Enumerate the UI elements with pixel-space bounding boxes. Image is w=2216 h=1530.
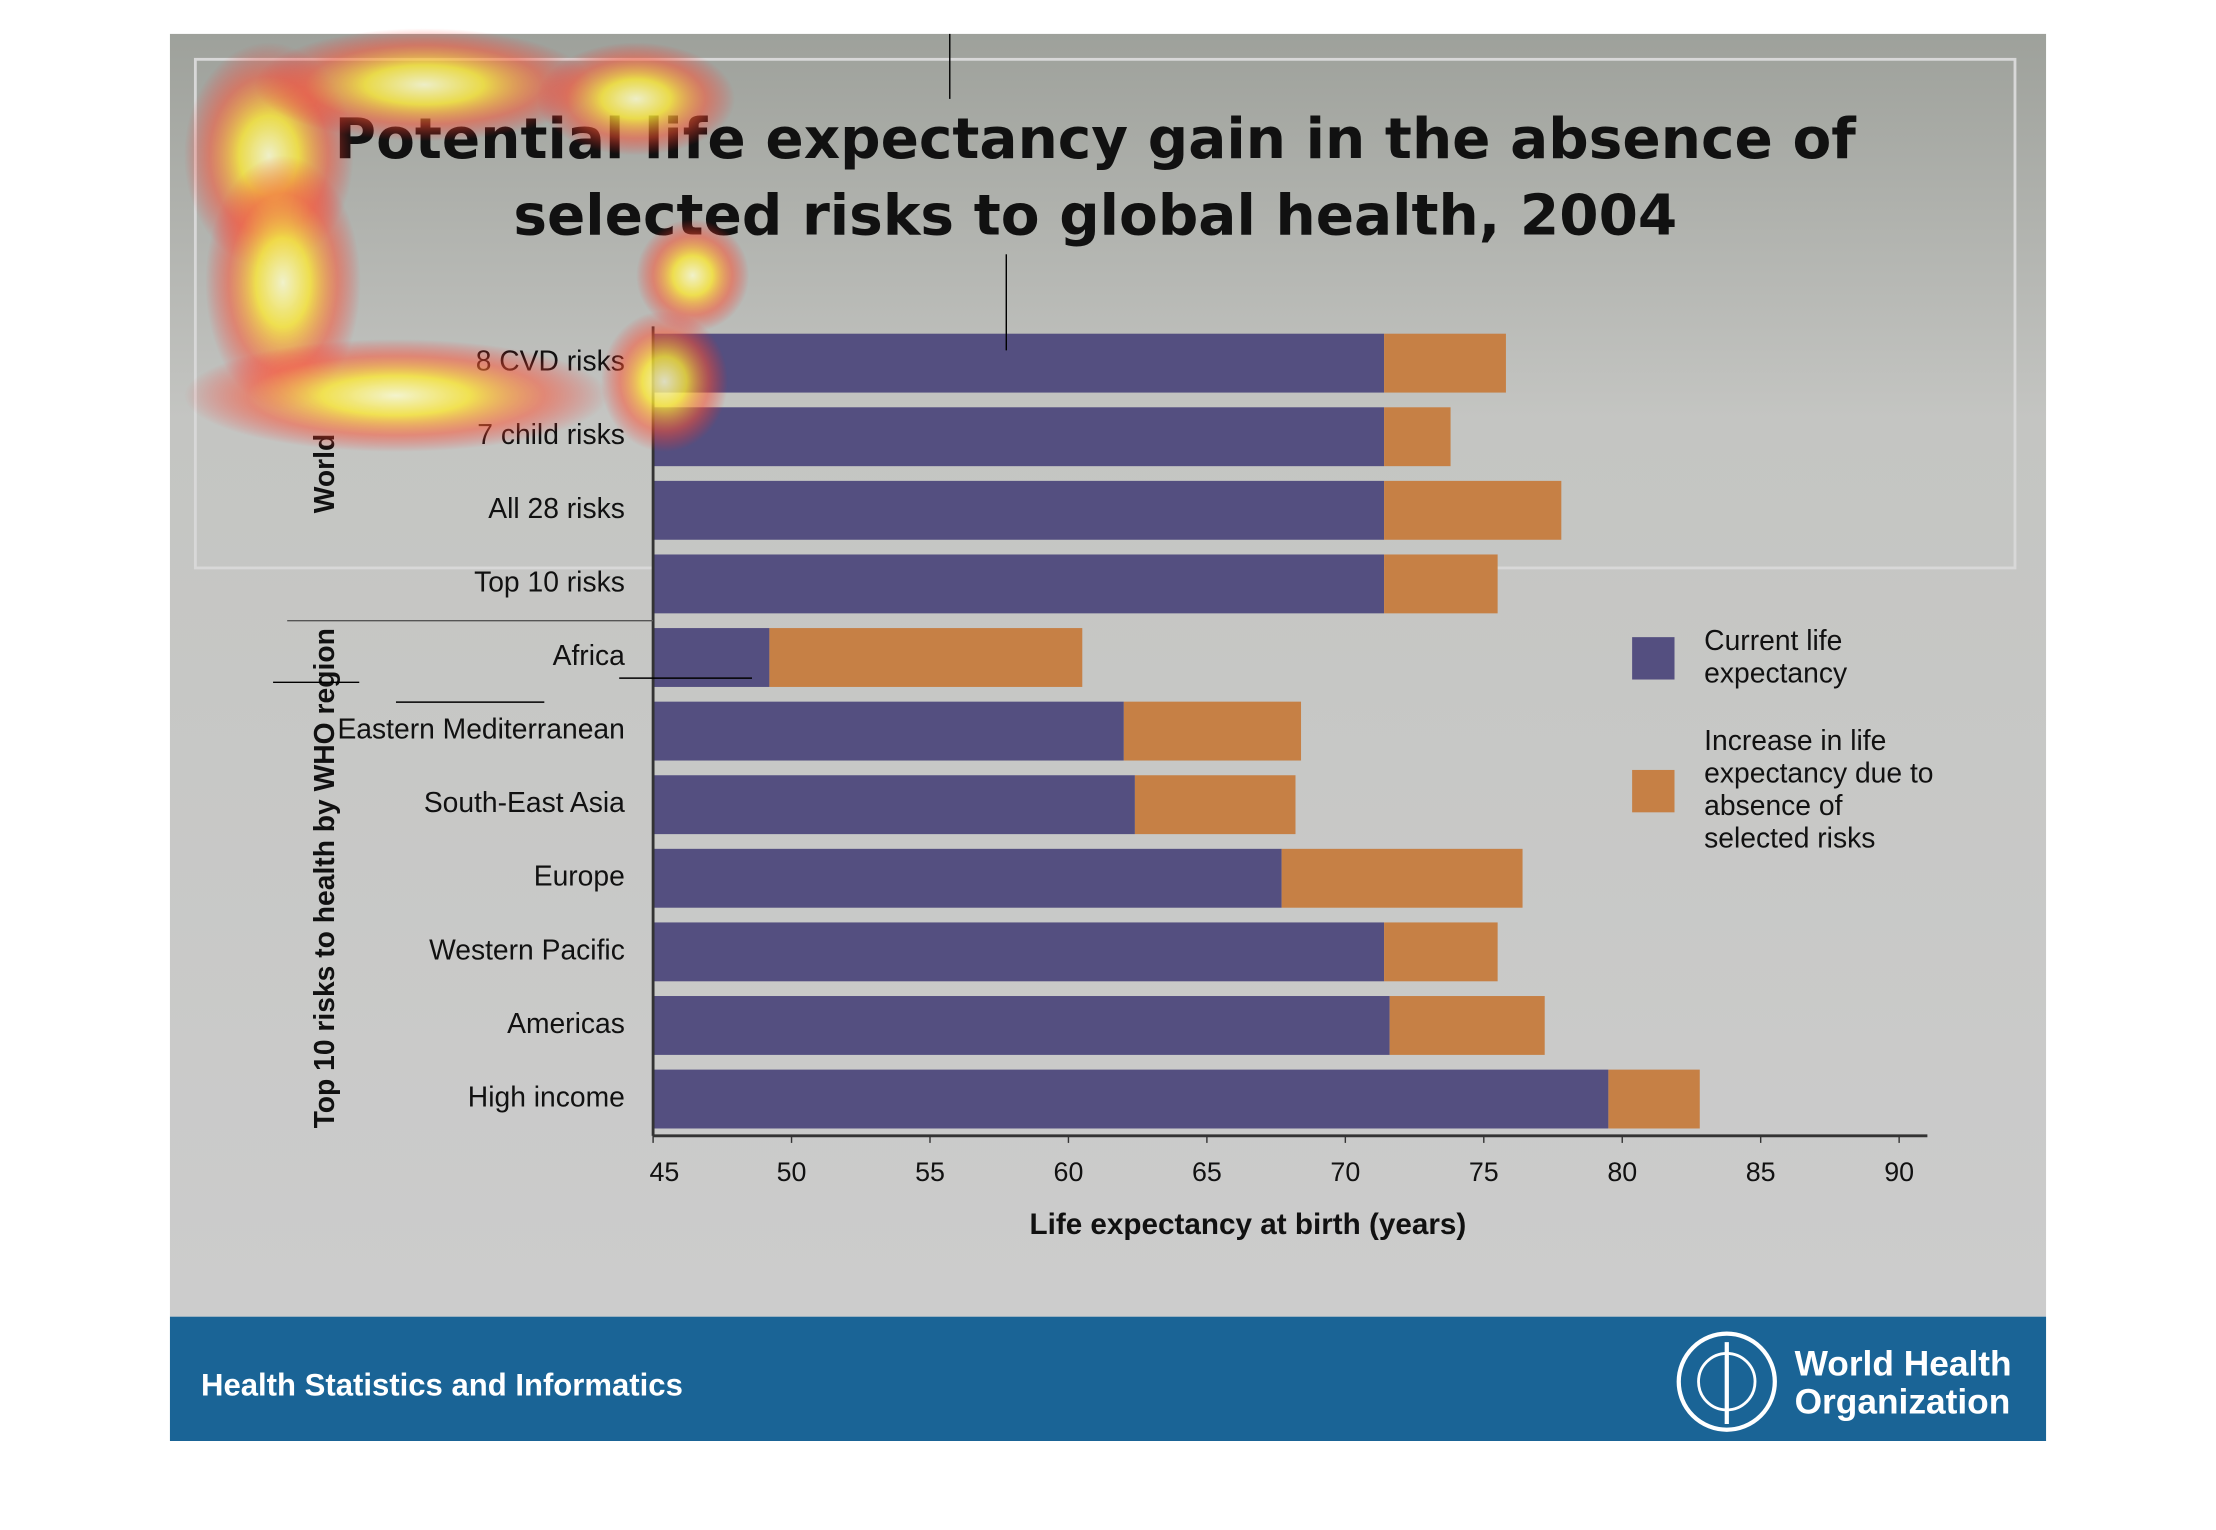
heatmap-overlay <box>184 28 750 453</box>
legend-swatch <box>1632 769 1675 813</box>
heat-blob <box>600 310 728 453</box>
bar-segment <box>1389 996 1545 1055</box>
heat-blob <box>636 218 750 332</box>
legend-label: Increase in life expectancy due to absen… <box>1704 726 1934 855</box>
x-tick-label: 75 <box>1469 1157 1499 1187</box>
bar-segment <box>1384 554 1498 614</box>
bar-segment <box>1123 701 1302 761</box>
y-tick-label: Top 10 risks <box>474 565 625 597</box>
x-tick-label: 60 <box>1054 1157 1084 1187</box>
y-tick-label: High income <box>468 1081 625 1113</box>
bar-segment <box>653 554 1385 614</box>
y-tick-label: Americas <box>507 1007 625 1039</box>
footer-text: Health Statistics and Informatics <box>201 1368 683 1403</box>
logo-text: World Health <box>1795 1344 2012 1383</box>
y-tick-label: South-East Asia <box>424 786 625 818</box>
y-tick-label: All 28 risks <box>488 492 625 524</box>
x-tick-label: 70 <box>1330 1157 1360 1187</box>
legend-label: Current life expectancy <box>1704 625 1848 690</box>
group-label: Top 10 risks to health by WHO region <box>308 628 340 1128</box>
bar-segment <box>1281 848 1523 908</box>
x-tick-label: 50 <box>777 1157 807 1187</box>
bar-segment <box>653 1069 1609 1129</box>
x-tick-label: 65 <box>1192 1157 1222 1187</box>
x-tick-label: 80 <box>1607 1157 1637 1187</box>
bar-segment <box>1384 922 1498 982</box>
y-tick-label: Western Pacific <box>429 933 625 965</box>
bar-segment <box>653 407 1385 467</box>
bar-segment <box>653 775 1135 835</box>
bar-segment <box>653 848 1282 908</box>
x-tick-label: 55 <box>915 1157 945 1187</box>
bar-segment <box>653 996 1390 1055</box>
x-axis-label: Life expectancy at birth (years) <box>1029 1208 1466 1241</box>
bar-segment <box>769 628 1083 687</box>
y-tick-label: Eastern Mediterranean <box>337 713 624 745</box>
bar-segment <box>1384 407 1451 467</box>
bar-segment <box>1608 1069 1700 1129</box>
heat-blob <box>537 42 736 156</box>
logo-text: Organization <box>1795 1383 2011 1422</box>
bar-segment <box>653 701 1124 761</box>
x-tick-label: 45 <box>649 1157 679 1187</box>
legend-text-container: Increase in life expectancy due to absen… <box>1704 726 1934 855</box>
footer-bar <box>169 1316 2047 1441</box>
heat-blob <box>254 28 594 142</box>
bar-segment <box>653 922 1385 982</box>
bar-segment <box>653 333 1385 393</box>
heat-blob <box>184 339 608 453</box>
x-tick-label: 90 <box>1884 1157 1914 1187</box>
bar-segment <box>1384 333 1506 393</box>
bar-segment <box>1384 480 1562 540</box>
bar-segment <box>1134 775 1296 835</box>
x-tick-label: 85 <box>1746 1157 1776 1187</box>
legend-swatch <box>1632 637 1675 680</box>
y-tick-label: Africa <box>553 639 626 671</box>
bar-segment <box>653 628 770 687</box>
who-logo <box>1676 1331 1777 1432</box>
y-tick-label: Europe <box>534 860 625 892</box>
bar-segment <box>653 480 1385 540</box>
legend-text-container: Current life expectancy <box>1704 625 1848 690</box>
